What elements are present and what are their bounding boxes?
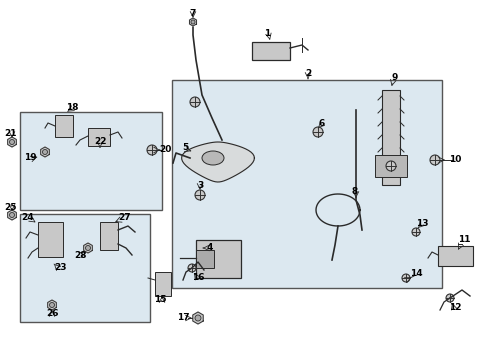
Circle shape	[313, 127, 323, 137]
Text: 3: 3	[197, 181, 203, 190]
Bar	[88, 128, 110, 146]
Text: 8: 8	[352, 188, 358, 197]
Text: 21: 21	[4, 130, 16, 139]
Text: 9: 9	[392, 73, 398, 82]
Bar	[20, 214, 150, 322]
Text: 19: 19	[24, 153, 36, 162]
Text: 20: 20	[159, 145, 171, 154]
Text: 25: 25	[4, 203, 16, 212]
Bar	[38, 222, 63, 257]
Circle shape	[85, 246, 91, 251]
Text: 18: 18	[66, 104, 78, 112]
Polygon shape	[84, 243, 92, 253]
Text: 27: 27	[119, 213, 131, 222]
Circle shape	[386, 161, 396, 171]
Text: 5: 5	[182, 144, 188, 153]
Circle shape	[430, 155, 440, 165]
Circle shape	[49, 302, 54, 307]
Ellipse shape	[202, 151, 224, 165]
Bar	[382, 90, 400, 185]
Circle shape	[402, 274, 410, 282]
Circle shape	[9, 212, 15, 217]
Polygon shape	[193, 312, 203, 324]
Text: 11: 11	[458, 235, 470, 244]
Text: 14: 14	[410, 270, 422, 279]
Text: 1: 1	[264, 30, 270, 39]
Circle shape	[195, 315, 201, 321]
Bar	[55, 115, 73, 137]
Bar	[375, 155, 407, 177]
Text: 22: 22	[94, 138, 106, 147]
Polygon shape	[41, 147, 49, 157]
Bar	[196, 240, 241, 278]
Text: 7: 7	[190, 9, 196, 18]
Text: 12: 12	[449, 303, 461, 312]
Text: 4: 4	[207, 243, 213, 252]
Circle shape	[147, 145, 157, 155]
Bar	[252, 42, 290, 60]
Polygon shape	[182, 142, 254, 182]
Bar	[155, 272, 171, 296]
Bar	[172, 80, 442, 288]
Circle shape	[412, 228, 420, 236]
Bar	[438, 246, 473, 266]
Text: 23: 23	[54, 264, 66, 273]
Polygon shape	[190, 18, 196, 26]
Polygon shape	[8, 210, 16, 220]
Text: 28: 28	[74, 252, 86, 261]
Circle shape	[43, 149, 48, 154]
Polygon shape	[48, 300, 56, 310]
Circle shape	[191, 20, 195, 24]
Circle shape	[190, 97, 200, 107]
Polygon shape	[8, 137, 16, 147]
Text: 15: 15	[154, 296, 166, 305]
Text: 10: 10	[449, 156, 461, 165]
Circle shape	[188, 264, 196, 272]
Circle shape	[195, 190, 205, 200]
Text: 24: 24	[22, 213, 34, 222]
Text: 2: 2	[305, 69, 311, 78]
Text: 13: 13	[416, 220, 428, 229]
Text: 26: 26	[46, 310, 58, 319]
Circle shape	[446, 294, 454, 302]
Text: 16: 16	[192, 274, 204, 283]
Bar	[196, 250, 214, 268]
Text: 6: 6	[319, 120, 325, 129]
Text: 17: 17	[177, 314, 189, 323]
Bar	[100, 222, 118, 250]
Bar	[20, 112, 162, 210]
Circle shape	[9, 139, 15, 144]
